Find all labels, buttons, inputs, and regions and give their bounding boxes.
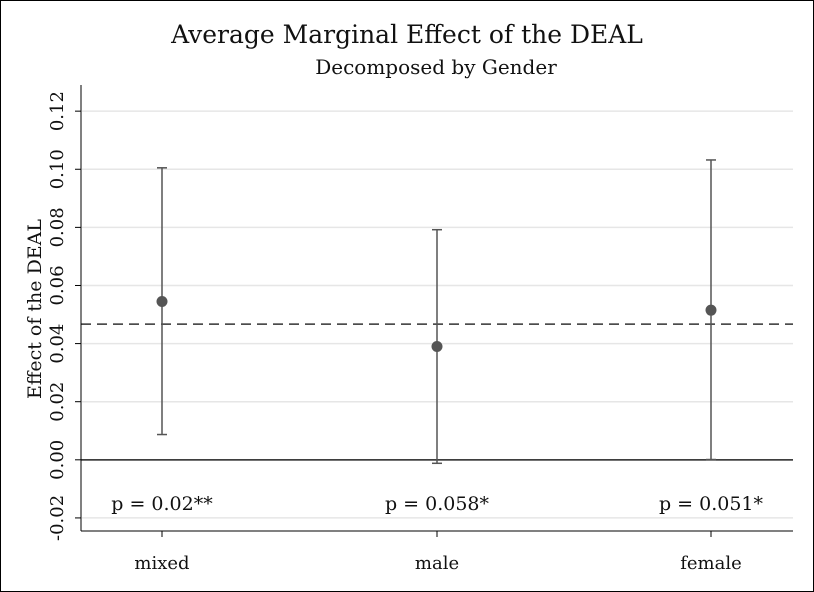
y-tick-label: 0.10 bbox=[47, 149, 68, 189]
chart-title: Average Marginal Effect of the DEAL bbox=[170, 20, 643, 49]
p-value-annotation: p = 0.051* bbox=[659, 493, 764, 515]
p-value-annotation: p = 0.02** bbox=[111, 493, 213, 515]
chart-subtitle: Decomposed by Gender bbox=[315, 55, 557, 79]
text-labels: mixed p = 0.02** male p = 0.058* female p = 0… bbox=[111, 493, 763, 574]
x-tick-label: mixed bbox=[134, 553, 189, 574]
estimate-point bbox=[156, 295, 168, 307]
y-tick-label: 0.04 bbox=[47, 324, 68, 364]
p-value-annotation: p = 0.058* bbox=[385, 493, 490, 515]
axes: -0.02 0.00 0.02 0.04 0.06 0.08 0.10 0.12 bbox=[47, 85, 793, 541]
y-tick-label: 0.06 bbox=[47, 265, 68, 305]
y-tick-label: 0.02 bbox=[47, 382, 68, 422]
x-tick-label: female bbox=[680, 553, 742, 574]
y-axis-label: Effect of the DEAL bbox=[24, 219, 46, 399]
confidence-intervals bbox=[157, 159, 716, 465]
estimate-point bbox=[431, 340, 443, 352]
y-tick-label: 0.12 bbox=[47, 91, 68, 131]
x-tick-label: male bbox=[415, 553, 459, 574]
point-estimates bbox=[156, 295, 717, 352]
estimate-point bbox=[705, 304, 717, 316]
y-tick-label: 0.08 bbox=[47, 207, 68, 247]
y-tick-label: 0.00 bbox=[47, 440, 68, 480]
y-tick-label: -0.02 bbox=[47, 495, 68, 541]
